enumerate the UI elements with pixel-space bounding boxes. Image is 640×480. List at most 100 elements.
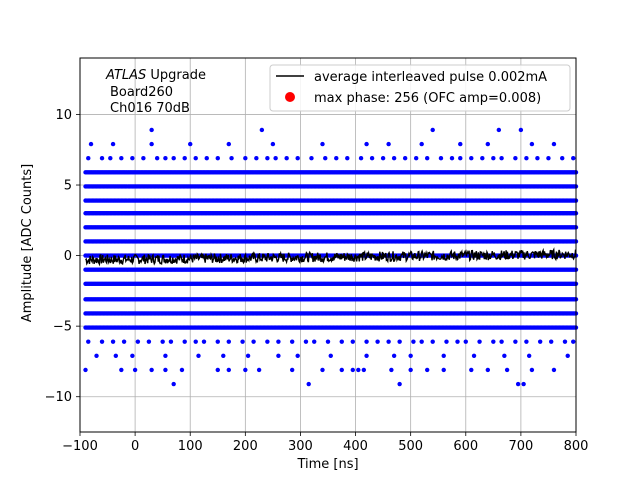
sample-point (179, 367, 185, 373)
sample-point (99, 156, 105, 161)
sample-point (119, 367, 124, 373)
x-axis-title: Time [ns] (296, 457, 358, 472)
sample-point (215, 156, 220, 161)
x-tick-label: 500 (398, 439, 423, 454)
sample-point (430, 339, 435, 344)
sample-point (369, 156, 375, 161)
sample-point (229, 156, 234, 161)
sample-point (256, 367, 262, 373)
sample-point (328, 353, 333, 358)
sample-point (419, 339, 424, 344)
sample-point (339, 367, 344, 373)
sample-point (240, 339, 245, 344)
sample-point (188, 141, 193, 147)
sample-point (560, 156, 565, 161)
sample-point (334, 156, 339, 161)
x-tick-label: 600 (453, 439, 478, 454)
sample-point (320, 367, 325, 373)
sample-point (361, 367, 367, 373)
y-axis-title: Amplitude [ADC Counts] (20, 164, 35, 322)
sample-point (149, 141, 154, 147)
legend-label-average-pulse: average interleaved pulse 0.002mA (314, 70, 547, 85)
sample-point (546, 156, 551, 161)
sample-point (411, 339, 416, 344)
sample-point (513, 339, 518, 344)
sample-point (526, 353, 532, 358)
sample-point (306, 381, 311, 387)
sample-point (537, 339, 543, 344)
sample-point (529, 141, 535, 147)
sample-point (215, 339, 220, 344)
sample-point (364, 141, 369, 147)
sample-point (94, 353, 99, 358)
sample-point (110, 339, 116, 344)
sample-point (226, 367, 231, 373)
sample-point (88, 141, 94, 147)
sample-point (499, 156, 504, 161)
sample-point (402, 156, 408, 161)
sample-point (86, 156, 91, 161)
sample-point (273, 156, 278, 161)
legend: average interleaved pulse 0.002mA max ph… (269, 64, 571, 112)
x-tick-label: 300 (288, 439, 313, 454)
sample-point (204, 156, 209, 161)
sample-point (276, 353, 281, 358)
sample-point (270, 141, 276, 147)
sample-point (99, 339, 105, 344)
sample-point (502, 353, 507, 358)
sample-point (149, 367, 154, 373)
sample-point (463, 339, 468, 344)
sample-point (284, 156, 289, 161)
sample-point (389, 367, 394, 373)
sample-point (323, 156, 328, 161)
sample-point (551, 367, 557, 373)
sample-point (529, 367, 535, 373)
sample-point (130, 156, 135, 161)
sample-point (113, 353, 119, 358)
sample-point (513, 156, 518, 161)
sample-point (110, 141, 116, 147)
sample-point (391, 353, 397, 358)
sample-point (245, 353, 251, 358)
sample-point (413, 156, 419, 161)
sample-point (193, 339, 198, 344)
sample-point (108, 156, 113, 161)
sample-point (141, 156, 146, 161)
sample-point (163, 156, 168, 161)
sample-point (193, 156, 198, 161)
legend-label-max-phase: max phase: 256 (OFC amp=0.008) (314, 91, 541, 106)
sample-point (455, 339, 460, 344)
sample-point (408, 367, 413, 373)
sample-point (119, 156, 124, 161)
sample-point (425, 367, 430, 373)
sample-point (515, 381, 521, 387)
sample-point (425, 156, 430, 161)
sample-point (149, 127, 154, 133)
annotation-line-3: Ch016 70dB (110, 101, 190, 116)
sample-point (276, 339, 281, 344)
sample-point (146, 339, 152, 344)
sample-point (496, 127, 502, 133)
sample-point (491, 156, 496, 161)
sample-point (364, 339, 369, 344)
sample-point (154, 156, 160, 161)
sample-point (254, 156, 259, 161)
sample-point (243, 367, 248, 373)
sample-point (350, 367, 355, 373)
sample-point (571, 156, 576, 161)
sample-point (135, 339, 141, 344)
sample-point (571, 339, 576, 344)
sample-point (121, 339, 127, 344)
sample-point (226, 141, 231, 147)
sample-point (430, 127, 435, 133)
sample-point (504, 367, 510, 373)
sample-point (491, 339, 496, 344)
sample-point (358, 156, 364, 161)
sample-point (551, 141, 557, 147)
sample-point (130, 353, 135, 358)
y-tick-label: 10 (55, 108, 72, 123)
sample-point (380, 156, 386, 161)
sample-point (386, 339, 391, 344)
sample-point (243, 156, 248, 161)
